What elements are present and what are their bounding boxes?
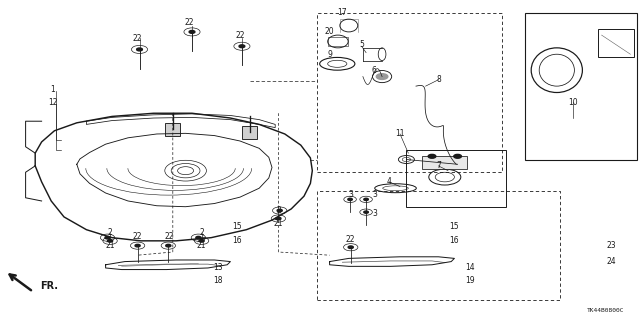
- Circle shape: [239, 45, 245, 48]
- Bar: [242, 126, 257, 139]
- Circle shape: [166, 244, 171, 247]
- Text: 16: 16: [449, 236, 460, 245]
- Text: 3: 3: [372, 190, 377, 199]
- Circle shape: [428, 154, 436, 158]
- Text: 4: 4: [387, 177, 392, 186]
- Text: 17: 17: [337, 8, 348, 17]
- Text: 16: 16: [232, 236, 242, 245]
- Bar: [598, 29, 634, 57]
- Text: 7: 7: [436, 161, 441, 170]
- Text: 13: 13: [212, 263, 223, 272]
- Text: TK44B0800C: TK44B0800C: [586, 308, 624, 313]
- Text: 5: 5: [359, 40, 364, 49]
- Text: 9: 9: [327, 50, 332, 59]
- Text: 8: 8: [436, 75, 441, 84]
- Text: 24: 24: [606, 257, 616, 266]
- Text: 19: 19: [465, 276, 476, 285]
- Circle shape: [189, 31, 195, 33]
- Text: 3: 3: [348, 190, 353, 199]
- Text: 22: 22: [133, 34, 142, 43]
- Text: 22: 22: [346, 235, 355, 244]
- Text: 23: 23: [606, 241, 616, 250]
- Text: 21: 21: [106, 241, 115, 250]
- Circle shape: [376, 74, 388, 79]
- Circle shape: [137, 48, 143, 51]
- Circle shape: [348, 246, 353, 249]
- Bar: [406, 150, 506, 207]
- Circle shape: [196, 236, 201, 239]
- Bar: [317, 191, 560, 300]
- Bar: [525, 13, 637, 160]
- Circle shape: [277, 209, 282, 212]
- Text: 22: 22: [236, 31, 244, 40]
- Circle shape: [276, 217, 281, 220]
- Text: 21: 21: [197, 241, 206, 250]
- Circle shape: [454, 154, 461, 158]
- Text: 20: 20: [324, 27, 335, 36]
- Text: 3: 3: [372, 209, 377, 218]
- Circle shape: [364, 198, 369, 201]
- Text: 22: 22: [184, 18, 193, 27]
- Text: 14: 14: [465, 263, 476, 272]
- Circle shape: [348, 198, 353, 201]
- Bar: [317, 13, 502, 172]
- Circle shape: [105, 236, 110, 239]
- Text: 11: 11: [396, 130, 404, 138]
- Text: 15: 15: [232, 222, 242, 231]
- Text: 12: 12: [48, 98, 57, 107]
- Text: 6: 6: [372, 66, 377, 75]
- Text: 22: 22: [165, 232, 174, 241]
- Text: FR.: FR.: [40, 280, 58, 291]
- Text: 10: 10: [568, 98, 578, 107]
- Text: 1: 1: [50, 85, 55, 94]
- Circle shape: [364, 211, 369, 213]
- Bar: [422, 156, 467, 169]
- Text: 21: 21: [274, 219, 283, 228]
- Circle shape: [135, 244, 140, 247]
- Bar: [165, 123, 180, 136]
- Text: 2: 2: [276, 206, 281, 215]
- Text: 18: 18: [213, 276, 222, 285]
- Circle shape: [199, 240, 204, 242]
- Bar: [328, 37, 348, 46]
- Text: 22: 22: [133, 232, 142, 241]
- Text: 2: 2: [108, 228, 113, 237]
- Text: 15: 15: [449, 222, 460, 231]
- Text: 2: 2: [199, 228, 204, 237]
- Circle shape: [108, 240, 113, 242]
